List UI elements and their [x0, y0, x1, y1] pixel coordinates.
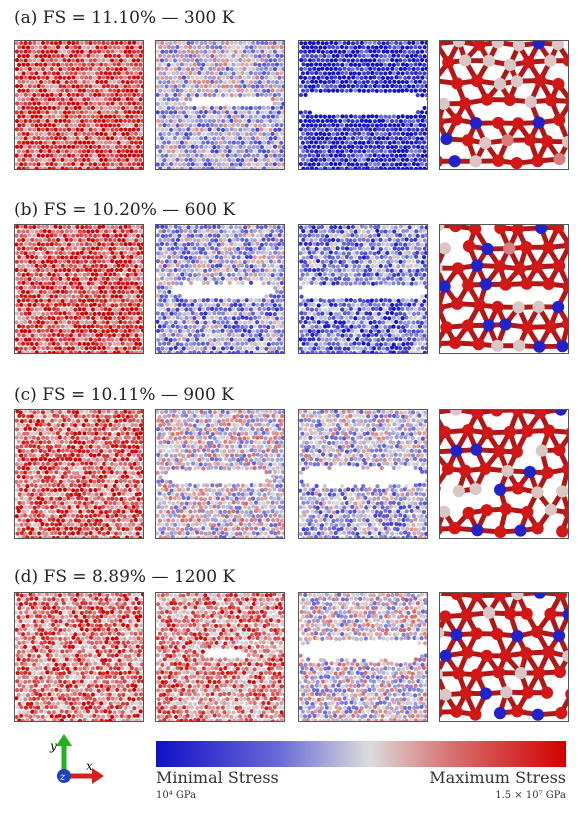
row-c-title: (c) FS = 10.11% — 900 K [14, 385, 234, 405]
row-d-title: (d) FS = 8.89% — 1200 K [14, 567, 236, 587]
panel-d-2-image [156, 593, 284, 721]
row-d [14, 592, 570, 722]
row-a-title: (a) FS = 11.10% — 300 K [14, 8, 235, 28]
panel-a-2 [155, 40, 285, 170]
panel-d-2 [155, 592, 285, 722]
panel-b-2 [155, 224, 285, 354]
panel-c-3 [298, 409, 428, 539]
panel-b-2-image [156, 225, 284, 353]
panel-a-4 [439, 40, 569, 170]
panel-a-2-image [156, 41, 284, 169]
panel-a-4-image [440, 41, 568, 169]
panel-d-4-image [440, 593, 568, 721]
panel-d-3-image [299, 593, 427, 721]
panel-c-2-image [156, 410, 284, 538]
panel-c-4 [439, 409, 569, 539]
row-b [14, 224, 570, 354]
axis-x-label: x [86, 759, 93, 773]
row-a [14, 40, 570, 170]
axis-y-label: y [49, 739, 57, 753]
colorbar-min-value: 10⁴ GPa [156, 790, 197, 801]
colorbar-max-label: Maximum Stress [429, 768, 566, 787]
colorbar-min-label: Minimal Stress [156, 768, 279, 787]
row-c [14, 409, 570, 539]
panel-b-1-image [15, 225, 143, 353]
panel-a-1 [14, 40, 144, 170]
panel-b-3 [298, 224, 428, 354]
panel-c-3-image [299, 410, 427, 538]
panel-a-1-image [15, 41, 143, 169]
axes-triad-icon: y x z [49, 734, 104, 784]
panel-b-4 [439, 224, 569, 354]
panel-c-2 [155, 409, 285, 539]
panel-c-4-image [440, 410, 568, 538]
axis-z-label: z [59, 772, 66, 783]
stress-colorbar [156, 741, 566, 767]
panel-c-1 [14, 409, 144, 539]
panel-d-3 [298, 592, 428, 722]
panel-b-1 [14, 224, 144, 354]
panel-a-3-image [299, 41, 427, 169]
colorbar-max-value: 1.5 × 10⁷ GPa [495, 790, 566, 801]
panel-d-1-image [15, 593, 143, 721]
panel-a-3 [298, 40, 428, 170]
panel-d-1 [14, 592, 144, 722]
row-b-title: (b) FS = 10.20% — 600 K [14, 200, 236, 220]
panel-d-4 [439, 592, 569, 722]
panel-c-1-image [15, 410, 143, 538]
panel-b-3-image [299, 225, 427, 353]
panel-b-4-image [440, 225, 568, 353]
legend: y x z Minimal Stress Maximum Stress 10⁴ … [0, 726, 581, 814]
